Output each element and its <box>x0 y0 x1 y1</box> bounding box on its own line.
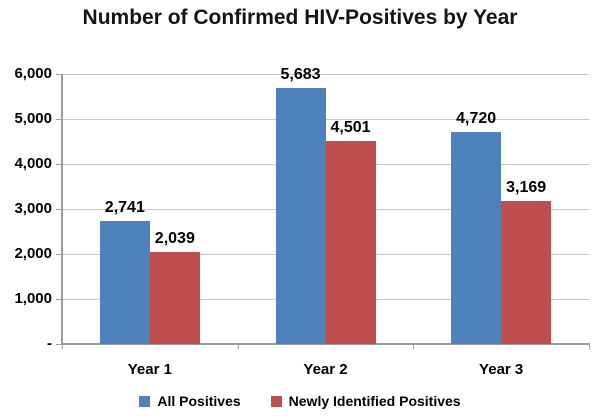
y-axis-label: 3,000 <box>14 200 52 217</box>
y-axis-tick <box>56 254 62 255</box>
bar-value-label: 3,169 <box>506 179 547 197</box>
x-axis-tick <box>237 344 239 349</box>
legend-label: All Positives <box>157 393 241 409</box>
y-axis-label: 5,000 <box>14 110 52 127</box>
x-axis-line <box>61 343 590 345</box>
y-axis-tick <box>56 344 62 345</box>
x-category-label: Year 3 <box>479 361 524 378</box>
legend-swatch-icon <box>139 395 151 407</box>
y-axis-label: 2,000 <box>14 245 52 262</box>
bar-all-positives <box>275 88 326 344</box>
x-axis-tick <box>62 344 63 349</box>
y-axis-tick <box>56 209 62 210</box>
bar-value-label: 4,720 <box>456 109 497 127</box>
y-axis-tick <box>56 74 62 75</box>
x-axis-tick <box>413 344 415 349</box>
bar-newly-identified-positives <box>149 252 200 344</box>
y-axis-label: 1,000 <box>14 290 52 307</box>
bar-all-positives <box>99 220 150 344</box>
y-gridline <box>62 73 589 75</box>
bar-value-label: 2,741 <box>104 198 145 216</box>
x-category-label: Year 2 <box>303 361 348 378</box>
y-axis-label: 6,000 <box>14 65 52 82</box>
x-category-label: Year 1 <box>127 361 172 378</box>
legend-item-all-positives: All Positives <box>139 393 241 409</box>
y-axis-tick <box>56 164 62 165</box>
bar-value-label: 5,683 <box>280 66 321 84</box>
y-axis-tick <box>56 299 62 300</box>
bar-all-positives <box>451 131 502 344</box>
y-axis-tick <box>56 119 62 120</box>
legend: All Positives Newly Identified Positives <box>0 393 600 409</box>
legend-item-newly-identified-positives: Newly Identified Positives <box>270 393 461 409</box>
legend-label: Newly Identified Positives <box>288 393 461 409</box>
bar-newly-identified-positives <box>501 201 552 344</box>
chart-title: Number of Confirmed HIV-Positives by Yea… <box>82 6 518 29</box>
y-axis-label: - <box>47 335 52 352</box>
y-axis-label: 4,000 <box>14 155 52 172</box>
y-gridline <box>62 118 589 120</box>
legend-swatch-icon <box>270 395 282 407</box>
x-axis-tick <box>589 344 590 349</box>
bar-newly-identified-positives <box>325 141 376 344</box>
bar-value-label: 4,501 <box>330 119 371 137</box>
bar-value-label: 2,039 <box>154 230 195 248</box>
y-axis-line <box>61 74 63 345</box>
